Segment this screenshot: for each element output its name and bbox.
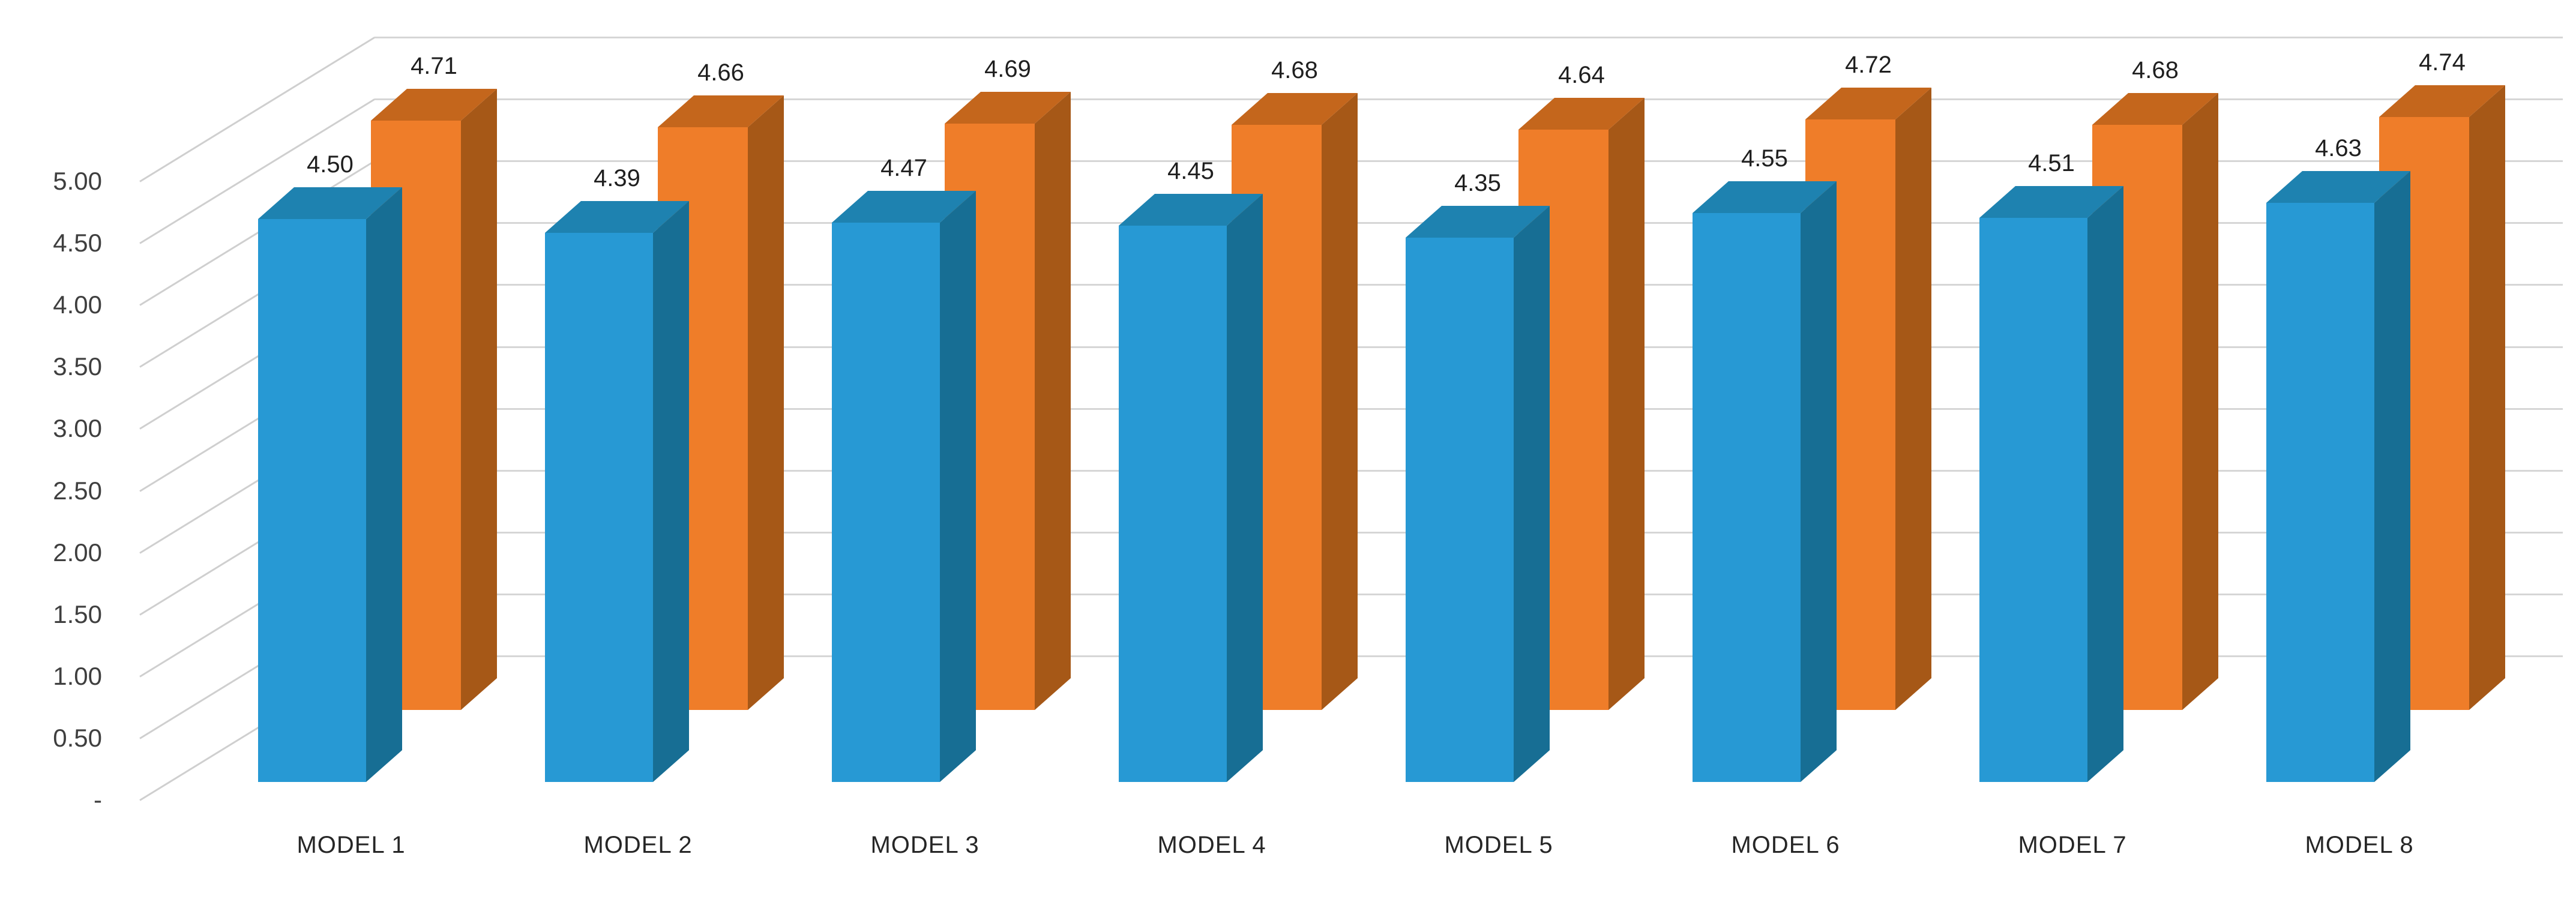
y-axis-tick-label: 2.50 (53, 476, 102, 505)
bar-data-label: 4.47 (880, 155, 927, 182)
bar-front-face (1119, 225, 1227, 782)
bar-front-face (832, 223, 940, 782)
y-axis-tick-label: 2.00 (53, 538, 102, 567)
bar-data-label: 4.35 (1454, 170, 1501, 197)
bar-front-face (545, 233, 653, 782)
bar-front-face (1979, 218, 2087, 782)
bar-side-face (1514, 206, 1550, 782)
bar-data-label: 4.66 (697, 59, 744, 86)
back-wall-gridline (375, 98, 2563, 101)
bar-side-face (1895, 88, 1931, 710)
bar-side-face (748, 95, 784, 710)
bar-side-face (1801, 181, 1837, 782)
back-wall-gridline (375, 160, 2563, 163)
bar-side-face (2182, 92, 2218, 710)
bar-data-label: 4.68 (2132, 56, 2179, 83)
bar-side-face (1608, 98, 1645, 710)
bar-data-label: 4.45 (1167, 157, 1214, 184)
bar-data-label: 4.64 (1558, 62, 1605, 89)
bar-side-face (653, 201, 689, 782)
y-axis-tick-label: 5.00 (53, 167, 102, 195)
category-label: MODEL 1 (296, 832, 406, 858)
bar-data-label: 4.39 (594, 165, 640, 192)
category-label: MODEL 4 (1157, 832, 1266, 858)
category-label: MODEL 2 (583, 832, 693, 858)
bar-front-face (2266, 203, 2374, 782)
y-axis-tick-label: 4.00 (53, 290, 102, 319)
bar-data-label: 4.71 (411, 53, 457, 80)
bar-front-face (1693, 212, 1801, 782)
bar-side-face (2469, 85, 2505, 710)
bar-side-face (366, 187, 402, 782)
y-axis-tick-label: 4.50 (53, 229, 102, 257)
category-label: MODEL 6 (1731, 832, 1840, 858)
bar-side-face (1035, 91, 1071, 710)
bar-side-face (940, 191, 976, 782)
y-axis-tick-label: 3.50 (53, 352, 102, 381)
bar-side-face (461, 89, 497, 710)
bar-data-label: 4.72 (1845, 52, 1892, 79)
bar-side-face (2087, 186, 2123, 782)
bar-data-label: 4.69 (984, 55, 1031, 82)
bar-data-label: 4.68 (1271, 56, 1318, 83)
back-wall-gridline (375, 37, 2563, 38)
category-label: MODEL 7 (2018, 832, 2127, 858)
bar-data-label: 4.50 (307, 151, 354, 178)
category-label: MODEL 3 (870, 832, 980, 858)
y-axis-tick-label: - (94, 786, 102, 814)
y-axis-tick-label: 1.00 (53, 661, 102, 690)
bar-side-face (1322, 92, 1358, 710)
y-axis-tick-label: 3.00 (53, 414, 102, 443)
bar-data-label: 4.55 (1741, 145, 1788, 172)
category-label: MODEL 8 (2305, 832, 2414, 858)
bar-front-face (1406, 238, 1514, 782)
category-label: MODEL 5 (1444, 832, 1553, 858)
bar-front-face (258, 219, 366, 782)
y-axis-tick-label: 0.50 (53, 723, 102, 752)
bar-data-label: 4.63 (2315, 135, 2362, 162)
bar-side-face (1227, 193, 1263, 782)
y-axis-tick-label: 1.50 (53, 600, 102, 628)
bar-data-label: 4.51 (2028, 150, 2075, 177)
bar-side-face (2374, 171, 2410, 782)
bar-data-label: 4.74 (2419, 49, 2466, 76)
